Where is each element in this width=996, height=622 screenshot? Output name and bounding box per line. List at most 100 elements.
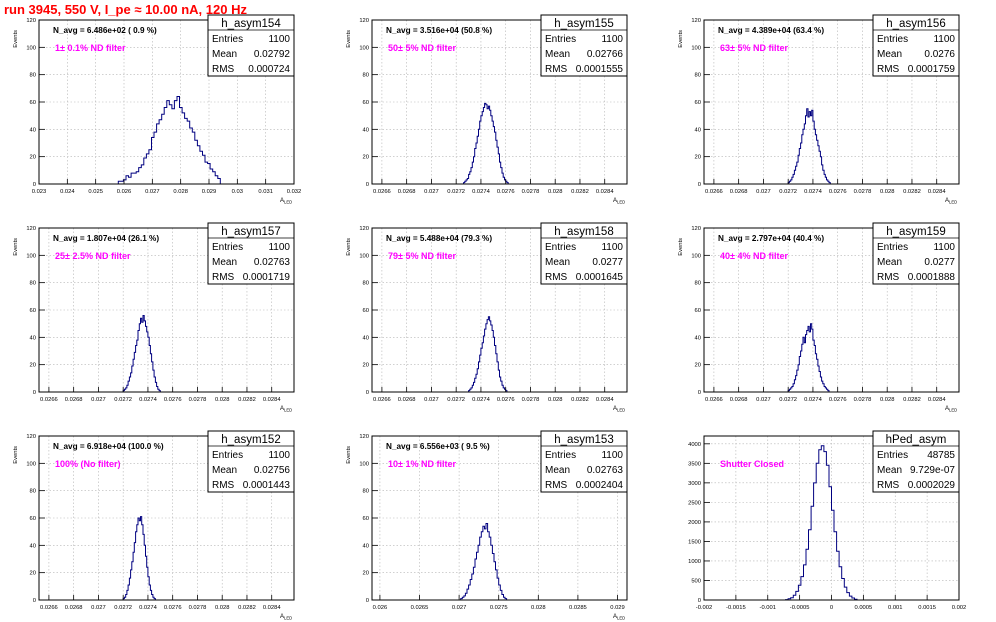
y-tick-label: 60 <box>363 308 369 314</box>
x-axis-title-subscript: LED <box>617 408 625 413</box>
y-tick-label: 0 <box>698 182 701 188</box>
x-tick-label: 0.0276 <box>164 605 182 611</box>
x-tick-label: 0.0274 <box>804 189 823 195</box>
stats-box <box>872 430 960 493</box>
y-tick-label: 120 <box>359 226 369 232</box>
y-tick-label: 80 <box>30 73 36 79</box>
y-tick-label: 20 <box>363 571 369 577</box>
x-tick-label: 0.0276 <box>829 397 847 403</box>
stats-box <box>540 222 628 285</box>
stats-label: RMS <box>545 480 568 491</box>
x-tick-label: 0.0278 <box>189 605 207 611</box>
y-tick-label: 80 <box>30 489 36 495</box>
stats-label: Entries <box>877 450 908 461</box>
y-tick-label: 120 <box>359 18 369 24</box>
x-tick-label: 0.025 <box>88 189 103 195</box>
x-tick-label: 0.0278 <box>854 189 872 195</box>
y-axis-title: Events <box>678 238 684 256</box>
stats-value: 0.0001443 <box>243 480 291 491</box>
stats-title: h_asym153 <box>554 434 613 446</box>
stats-label: Entries <box>212 450 243 461</box>
y-axis-title: Events <box>678 30 684 48</box>
stats-value: 0.000724 <box>248 64 290 75</box>
y-tick-label: 60 <box>363 100 369 106</box>
stats-label: Mean <box>877 49 902 60</box>
stats-label: Entries <box>212 242 243 253</box>
x-axis-title-subscript: LED <box>284 200 292 205</box>
x-axis-title: ALED <box>280 198 292 205</box>
x-tick-label: 0.028 <box>173 189 188 195</box>
x-tick-label: 0.0282 <box>903 189 921 195</box>
n-avg-label: N_avg = 1.807e+04 (26.1 %) <box>53 234 159 243</box>
x-tick-label: 0.0276 <box>497 189 515 195</box>
n-avg-label: N_avg = 6.556e+03 ( 9.5 %) <box>386 442 490 451</box>
x-tick-label: 0.0268 <box>730 397 748 403</box>
stats-value: 0.0001555 <box>576 64 624 75</box>
stats-label: RMS <box>545 272 568 283</box>
histogram-line <box>787 323 830 392</box>
x-tick-label: 0.0274 <box>139 397 158 403</box>
x-tick-label: 0.0266 <box>40 605 58 611</box>
stats-box <box>540 14 628 77</box>
stats-label: Mean <box>545 465 570 476</box>
stats-title: h_asym157 <box>221 226 280 238</box>
y-tick-label: 0 <box>33 390 36 396</box>
x-tick-label: 0.0268 <box>398 189 416 195</box>
x-tick-label: 0.0272 <box>114 605 132 611</box>
x-tick-label: 0.0272 <box>447 189 465 195</box>
y-tick-label: 80 <box>363 73 369 79</box>
x-tick-label: 0.028 <box>548 397 563 403</box>
stats-box <box>207 430 295 493</box>
y-axis-title: Events <box>346 238 352 256</box>
y-axis-title: Events <box>13 30 19 48</box>
y-tick-label: 100 <box>691 45 701 51</box>
filter-annotation: 1± 0.1% ND filter <box>55 43 126 53</box>
x-tick-label: 0.027 <box>424 397 439 403</box>
x-axis-title: ALED <box>280 614 292 621</box>
x-tick-label: 0.0268 <box>65 397 83 403</box>
x-axis-title-subscript: LED <box>284 616 292 621</box>
stats-value: 1100 <box>933 34 955 45</box>
x-axis-title-subscript: LED <box>949 408 957 413</box>
stats-label: Entries <box>545 450 576 461</box>
stats-label: Mean <box>877 257 902 268</box>
histogram-panel-h_asym156: 0.0266 0.0268 0.027 0.0272 0.0274 0.0276 0.027… <box>678 14 960 205</box>
x-tick-label: 0.0272 <box>447 397 465 403</box>
x-tick-label: 0.023 <box>32 189 47 195</box>
x-tick-label: 0.029 <box>610 605 625 611</box>
filter-annotation: 50± 5% ND filter <box>388 43 456 53</box>
stats-title: hPed_asym <box>886 434 947 446</box>
y-tick-label: 60 <box>695 100 701 106</box>
x-tick-label: 0.026 <box>117 189 132 195</box>
stats-value: 0.02763 <box>587 465 624 476</box>
y-tick-label: 80 <box>30 281 36 287</box>
stats-value: 0.0001645 <box>576 272 624 283</box>
x-tick-label: 0.028 <box>880 189 895 195</box>
x-tick-label: 0.0268 <box>398 397 416 403</box>
y-tick-label: 40 <box>363 127 369 133</box>
n-avg-label: N_avg = 6.918e+04 (100.0 %) <box>53 442 164 451</box>
n-avg-label: N_avg = 3.516e+04 (50.8 %) <box>386 26 492 35</box>
y-tick-label: 20 <box>695 155 701 161</box>
histogram-panel-h_asym153: 0.026 0.0265 0.027 0.0275 0.028 0.0285 0.029 0 2… <box>346 430 628 621</box>
y-tick-label: 100 <box>359 253 369 259</box>
stats-label: Mean <box>212 257 237 268</box>
stats-value: 0.02763 <box>254 257 291 268</box>
filter-annotation: 10± 1% ND filter <box>388 459 456 469</box>
x-tick-label: 0.0005 <box>855 605 873 611</box>
histogram-line <box>463 102 509 184</box>
stats-title: h_asym152 <box>221 434 280 446</box>
y-tick-label: 40 <box>30 543 36 549</box>
x-tick-label: 0.0284 <box>263 397 282 403</box>
x-axis-title-subscript: LED <box>284 408 292 413</box>
y-tick-label: 120 <box>359 434 369 440</box>
x-tick-label: 0.0276 <box>164 397 182 403</box>
y-axis-title: Events <box>346 30 352 48</box>
stats-value: 0.0002029 <box>908 480 956 491</box>
histogram-line <box>122 516 156 600</box>
x-tick-label: 0.0284 <box>596 397 615 403</box>
x-tick-label: 0.0284 <box>928 397 947 403</box>
page-title: run 3945, 550 V, I_pe ≈ 10.00 nA, 120 Hz <box>4 2 247 17</box>
n-avg-label: N_avg = 6.486e+02 ( 0.9 %) <box>53 26 157 35</box>
stats-label: Mean <box>545 49 570 60</box>
